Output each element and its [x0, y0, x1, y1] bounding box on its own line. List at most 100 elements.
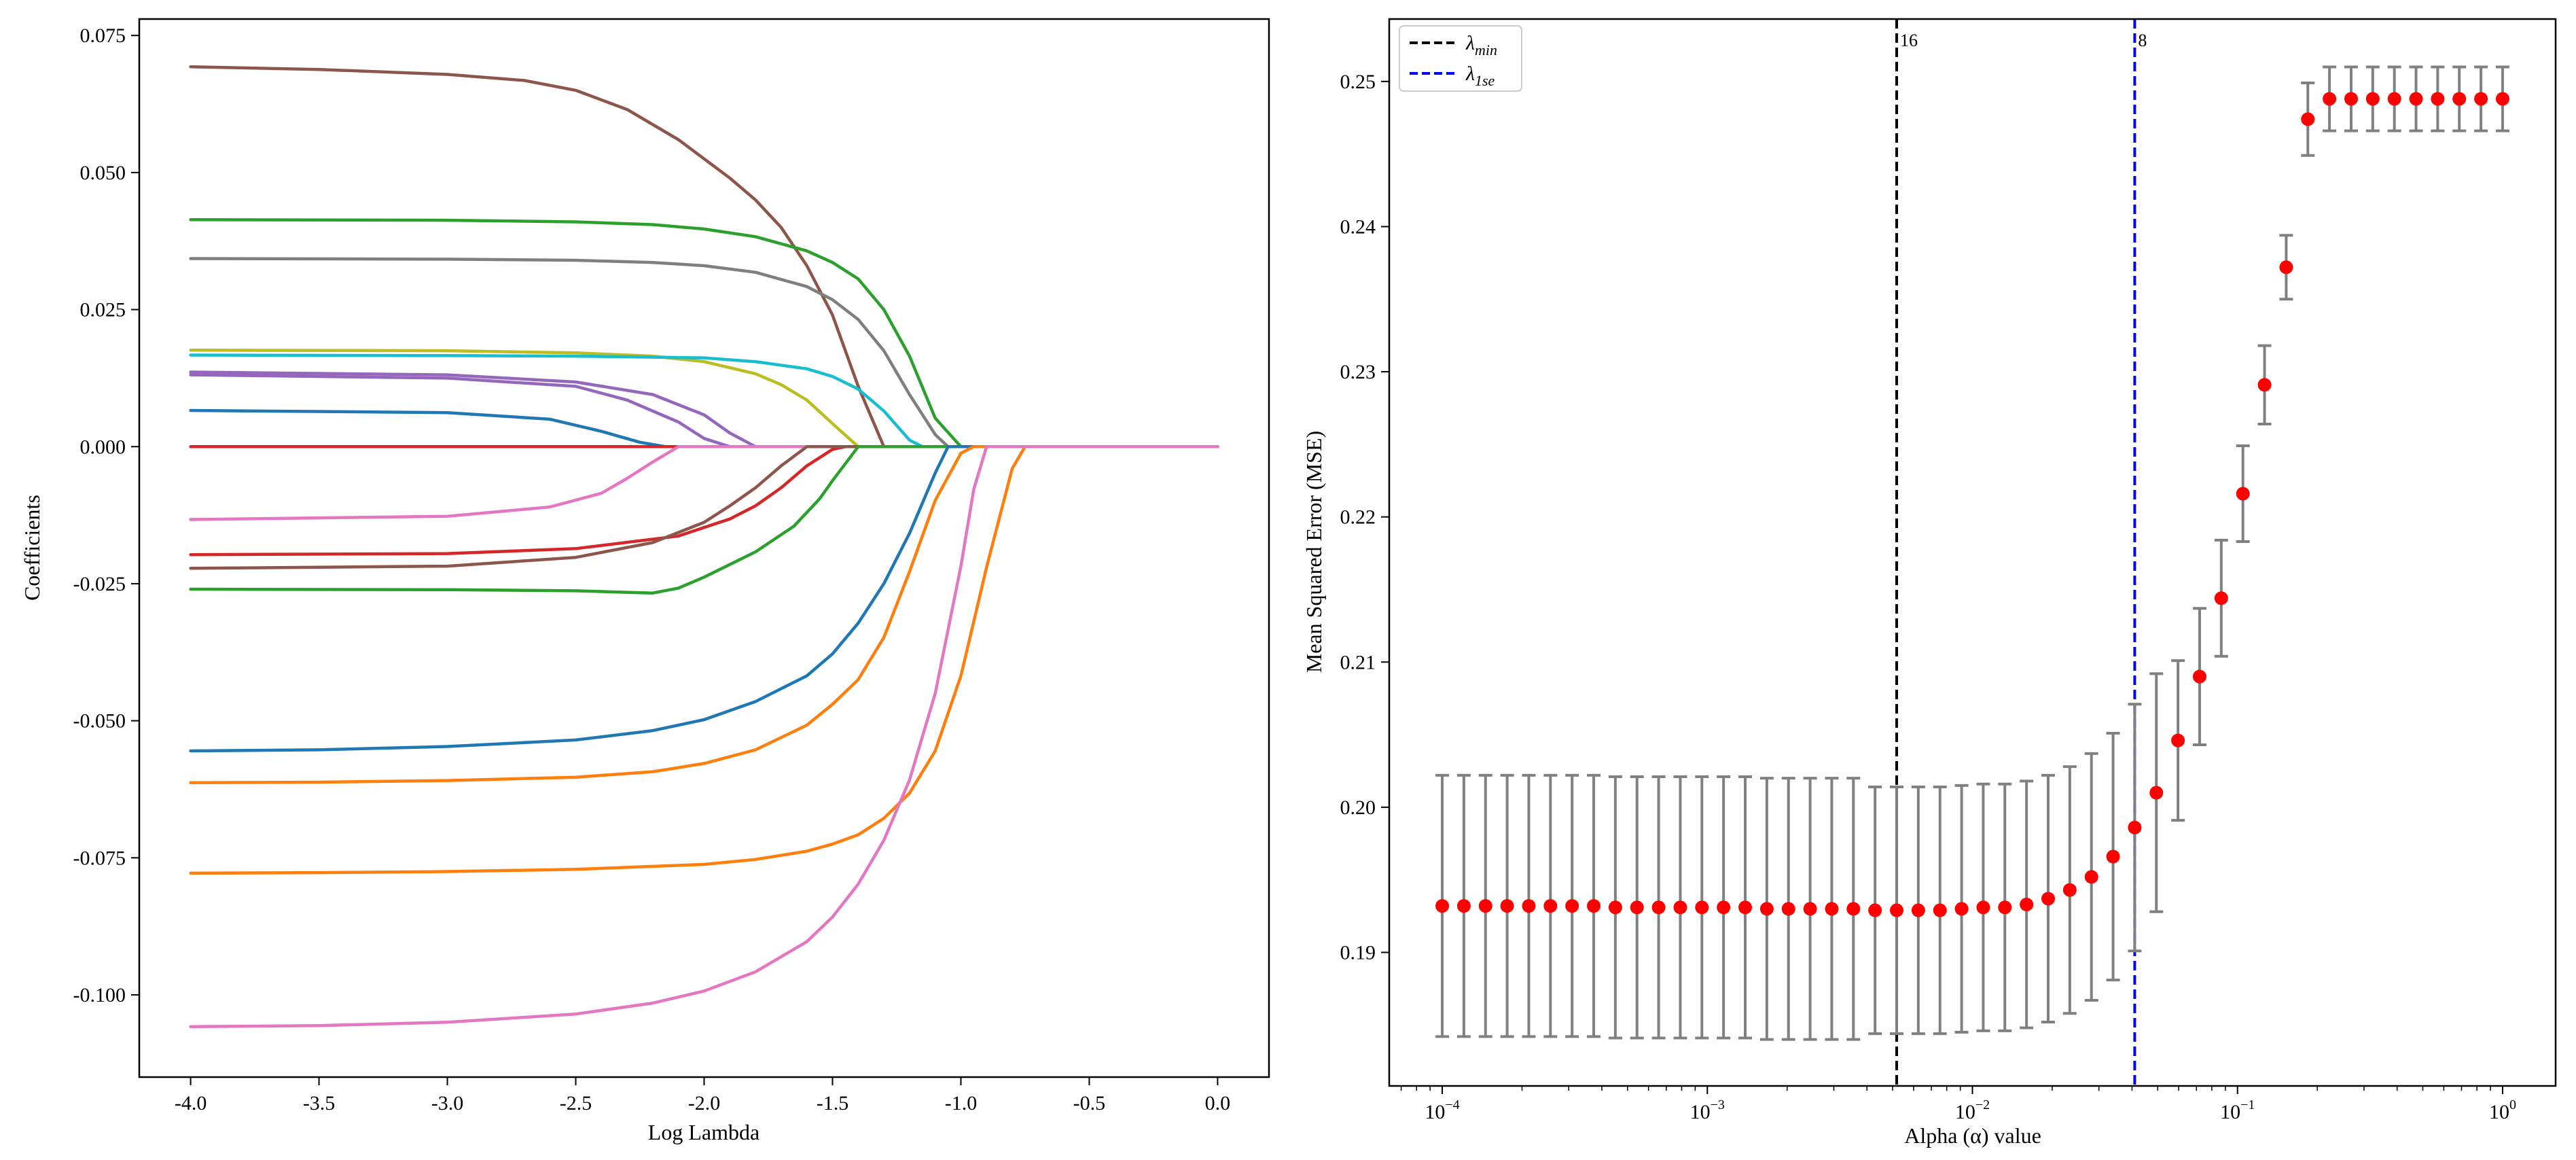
series-line-green_neg — [189, 445, 1219, 595]
right-x-tick-base-4: 10 — [2489, 1101, 2509, 1123]
left-y-axis-label: Coefficients — [20, 495, 44, 601]
right-y-tick-label-2: 0.21 — [1340, 651, 1376, 673]
mse-point-26 — [1998, 900, 2012, 915]
right-x-ticks: 10−4 10−3 10−2 10−1 100 — [1400, 1086, 2516, 1123]
series-line-orange_b — [189, 445, 1219, 875]
left-y-tick-label-4: -0.025 — [73, 573, 126, 595]
left-y-tick-label-0: 0.075 — [80, 24, 126, 47]
left-x-tick-label-4: -2.0 — [688, 1092, 721, 1114]
mse-point-7 — [1587, 899, 1601, 913]
right-y-tick-label-5: 0.24 — [1340, 215, 1376, 238]
mse-point-10 — [1651, 900, 1666, 915]
right-x-tick-label-4: 100 — [2489, 1097, 2516, 1123]
mse-point-3 — [1500, 899, 1514, 913]
right-y-axis-label: Mean Squared Error (MSE) — [1302, 431, 1326, 673]
mse-point-8 — [1608, 900, 1622, 915]
right-y-ticks: 0.19 0.20 0.21 0.22 0.23 0.24 0.25 — [1340, 71, 1389, 964]
right-x-tick-exponent-4: 0 — [2509, 1097, 2516, 1112]
right-x-tick-label-2: 10−2 — [1955, 1097, 1990, 1123]
mse-point-34 — [2171, 733, 2185, 748]
mse-point-22 — [1911, 903, 1925, 917]
mse-point-48 — [2474, 92, 2488, 106]
legend-lambda-1se-symbol: λ — [1465, 63, 1475, 85]
series-line-brown_neg — [189, 445, 1219, 570]
right-y-tick-label-1: 0.20 — [1340, 796, 1376, 819]
left-x-axis-label: Log Lambda — [648, 1120, 759, 1144]
series-line-purple_a — [189, 370, 1219, 449]
mse-point-0 — [1435, 899, 1450, 913]
mse-point-14 — [1738, 900, 1753, 915]
legend-lambda-min-symbol: λ — [1465, 32, 1475, 54]
right-x-tick-exponent-0: −4 — [1445, 1097, 1459, 1112]
mse-point-12 — [1695, 900, 1709, 915]
series-line-blue_neg — [189, 445, 1219, 753]
mse-point-23 — [1933, 903, 1947, 917]
series-line-orange_a — [189, 445, 1219, 785]
mse-point-41 — [2323, 92, 2337, 106]
mse-point-39 — [2279, 260, 2293, 275]
right-x-tick-label-3: 10−1 — [2220, 1097, 2255, 1123]
right-x-tick-exponent-1: −3 — [1711, 1097, 1725, 1112]
mse-point-2 — [1478, 899, 1492, 913]
mse-point-44 — [2387, 92, 2401, 106]
left-y-tick-label-2: 0.025 — [80, 299, 126, 321]
legend-label-lambda-min: λmin — [1465, 32, 1497, 58]
mse-point-27 — [2020, 897, 2034, 911]
right-x-tick-base-2: 10 — [1955, 1101, 1975, 1123]
legend-lambda-1se-subscript: 1se — [1475, 72, 1495, 89]
mse-point-20 — [1868, 903, 1882, 917]
left-y-tick-label-3: 0.000 — [80, 436, 126, 458]
right-y-tick-label-4: 0.23 — [1340, 361, 1376, 383]
mse-point-37 — [2236, 487, 2250, 501]
legend-lambda-min-subscript: min — [1475, 41, 1497, 58]
right-x-tick-base-1: 10 — [1690, 1101, 1711, 1123]
left-x-tick-label-0: -4.0 — [175, 1092, 207, 1114]
mse-point-6 — [1565, 899, 1579, 913]
mse-point-15 — [1759, 902, 1774, 916]
left-x-tick-label-7: -0.5 — [1073, 1092, 1106, 1114]
mse-point-28 — [2041, 892, 2055, 906]
mse-point-31 — [2106, 849, 2120, 864]
mse-point-9 — [1630, 900, 1644, 915]
left-x-tick-label-8: 0.0 — [1205, 1092, 1231, 1114]
right-x-tick-exponent-3: −1 — [2240, 1097, 2255, 1112]
right-mse-chart: 10−4 10−3 10−2 10−1 100 0.190.200.210.220.23… — [1302, 18, 2557, 1148]
left-x-tick-label-1: -3.5 — [303, 1092, 336, 1114]
mse-point-18 — [1825, 902, 1839, 916]
left-y-ticks: 0.075 0.050 0.025 0.000 -0.025 -0.050 -0.075 -0… — [73, 24, 139, 1006]
legend: λmin λ1se — [1399, 25, 1522, 92]
left-y-tick-label-1: 0.050 — [80, 162, 126, 184]
right-x-tick-label-1: 10−3 — [1690, 1097, 1725, 1123]
right-mse-points — [1435, 92, 2509, 917]
left-x-tick-label-2: -3.0 — [431, 1092, 464, 1114]
mse-point-21 — [1890, 903, 1904, 917]
mse-point-35 — [2192, 669, 2206, 684]
legend-label-lambda-1se: λ1se — [1465, 63, 1495, 89]
mse-point-1 — [1456, 899, 1471, 913]
mse-point-43 — [2365, 92, 2380, 106]
mse-point-47 — [2452, 92, 2467, 106]
right-x-tick-exponent-2: −2 — [1975, 1097, 1990, 1112]
left-y-tick-label-7: -0.100 — [73, 984, 126, 1006]
mse-point-38 — [2257, 378, 2272, 392]
series-line-cyan — [189, 353, 1219, 449]
mse-point-32 — [2128, 820, 2142, 834]
mse-point-19 — [1846, 902, 1861, 916]
left-x-tick-label-5: -1.5 — [817, 1092, 849, 1114]
left-x-tick-label-3: -2.5 — [560, 1092, 592, 1114]
mse-point-40 — [2301, 112, 2315, 126]
left-y-tick-label-5: -0.050 — [73, 710, 126, 733]
mse-point-16 — [1781, 902, 1795, 916]
left-y-tick-label-6: -0.075 — [73, 847, 126, 869]
right-y-tick-label-0: 0.19 — [1340, 941, 1376, 964]
vline-label-lambda-1se: 8 — [2138, 31, 2147, 50]
left-x-ticks: -4.0 -3.5 -3.0 -2.5 -2.0 -1.5 -1.0 -0.5 0.0 — [175, 1077, 1230, 1114]
mse-point-25 — [1976, 900, 1990, 915]
mse-point-36 — [2214, 591, 2228, 605]
series-line-pink_big — [189, 445, 1219, 1029]
left-x-tick-label-6: -1.0 — [945, 1092, 978, 1114]
right-reference-line-labels: 16 8 — [1900, 31, 2147, 50]
series-line-green_top — [189, 218, 1219, 449]
right-x-axis-label: Alpha (α) value — [1904, 1123, 2041, 1148]
